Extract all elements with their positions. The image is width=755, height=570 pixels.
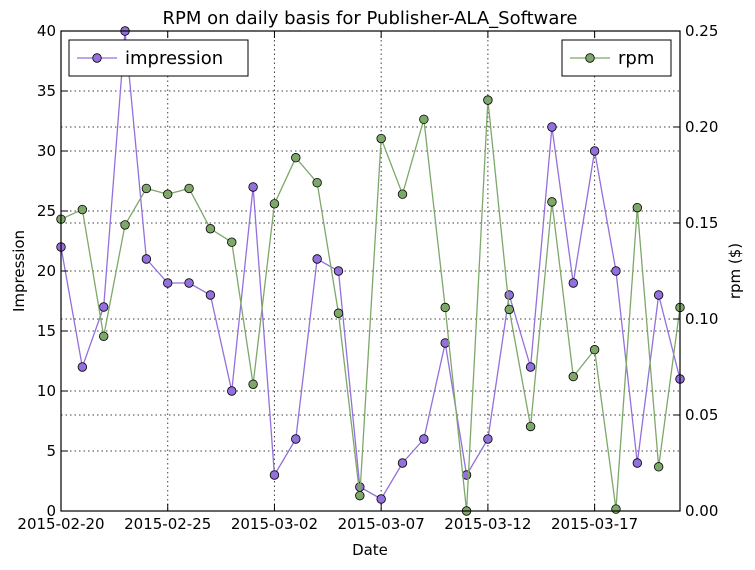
data-point-impression: [483, 434, 493, 444]
data-point-rpm: [632, 202, 643, 213]
data-point-rpm: [397, 189, 408, 199]
plot-frame: [60, 30, 681, 512]
series-line-impression: [60, 30, 681, 500]
data-point-impression: [547, 122, 557, 132]
data-point-impression: [227, 386, 237, 396]
y-tick-label-left: 35: [37, 82, 56, 100]
data-point-impression: [269, 470, 280, 480]
y-tick-label-right: 0.10: [685, 310, 718, 328]
data-point-rpm: [141, 183, 152, 194]
data-point-rpm: [227, 237, 237, 247]
data-point-rpm: [483, 95, 493, 105]
data-point-impression: [632, 458, 643, 468]
data-point-rpm: [333, 308, 344, 318]
y-tick-label-left: 20: [37, 262, 56, 280]
data-point-rpm: [291, 153, 301, 163]
y-tick-label-right: 0.20: [685, 118, 718, 136]
axes: 2015-02-20 2015-02-25 2015-03-02 2015-03-07…: [17, 22, 718, 533]
data-point-impression: [205, 290, 216, 300]
data-point-rpm: [547, 197, 557, 207]
series-line-rpm: [60, 100, 681, 512]
data-point-rpm: [205, 224, 216, 234]
data-point-impression: [611, 266, 621, 276]
data-point-impression: [376, 494, 386, 504]
y-tick-label-left: 30: [37, 142, 56, 160]
data-point-rpm: [163, 189, 173, 199]
chart-title: RPM on daily basis for Publisher-ALA_Sof…: [163, 8, 578, 29]
data-point-impression: [98, 302, 109, 312]
x-tick-label: 2015-03-07: [338, 515, 425, 533]
legends: impression rpm: [68, 39, 672, 77]
data-point-impression: [141, 254, 152, 264]
data-point-rpm: [611, 504, 621, 514]
data-point-rpm: [440, 302, 450, 313]
data-point-impression: [312, 254, 322, 264]
data-point-rpm: [653, 462, 664, 472]
x-tick-label: 2015-02-20: [17, 515, 104, 533]
y-axis-label-right: rpm ($): [726, 243, 744, 299]
y-tick-label-right: 0.15: [685, 214, 718, 232]
data-point-impression: [291, 434, 301, 444]
data-point-impression: [333, 266, 344, 276]
data-point-rpm: [269, 199, 280, 209]
data-point-impression: [589, 146, 600, 156]
data-point-impression: [248, 182, 258, 192]
y-tick-label-left: 15: [37, 322, 56, 340]
data-point-rpm: [525, 421, 536, 432]
series-layer: [56, 26, 685, 516]
legend-label-rpm: rpm: [618, 48, 654, 69]
data-point-impression: [653, 290, 664, 300]
y-tick-label-left: 5: [46, 442, 56, 460]
data-point-rpm: [248, 379, 258, 389]
data-point-impression: [419, 434, 429, 444]
y-tick-label-right: 0.00: [685, 502, 718, 520]
data-point-rpm: [312, 177, 322, 188]
data-point-rpm: [589, 345, 600, 355]
data-point-rpm: [355, 490, 365, 501]
y-tick-label-left: 40: [37, 22, 56, 40]
data-point-rpm: [568, 371, 578, 382]
data-point-rpm: [77, 204, 88, 215]
x-tick-label: 2015-02-25: [124, 515, 211, 533]
legend-marker-impression: [92, 53, 102, 63]
x-axis-label: Date: [352, 541, 388, 559]
data-point-rpm: [504, 304, 514, 315]
y-axis-label-left: Impression: [10, 230, 28, 312]
y-tick-label-left: 25: [37, 202, 56, 220]
data-point-impression: [504, 290, 514, 300]
data-point-impression: [163, 278, 173, 288]
grid-lines: [60, 30, 680, 512]
data-point-impression: [568, 278, 578, 288]
data-point-rpm: [419, 114, 429, 125]
data-point-rpm: [120, 220, 130, 230]
data-point-impression: [397, 458, 408, 468]
data-point-rpm: [98, 331, 109, 341]
y-tick-label-left: 0: [46, 502, 56, 520]
legend-label-impression: impression: [125, 48, 223, 69]
data-point-impression: [525, 362, 536, 372]
data-point-impression: [184, 278, 194, 288]
y-tick-label-right: 0.25: [685, 22, 718, 40]
data-point-rpm: [184, 183, 194, 194]
x-tick-label: 2015-03-02: [231, 515, 318, 533]
data-point-rpm: [376, 133, 386, 144]
data-point-impression: [77, 362, 88, 372]
y-tick-label-left: 10: [37, 382, 56, 400]
legend-marker-rpm: [585, 53, 595, 63]
x-tick-label: 2015-03-12: [444, 515, 531, 533]
x-tick-label: 2015-03-17: [551, 515, 638, 533]
y-tick-label-right: 0.05: [685, 406, 718, 424]
